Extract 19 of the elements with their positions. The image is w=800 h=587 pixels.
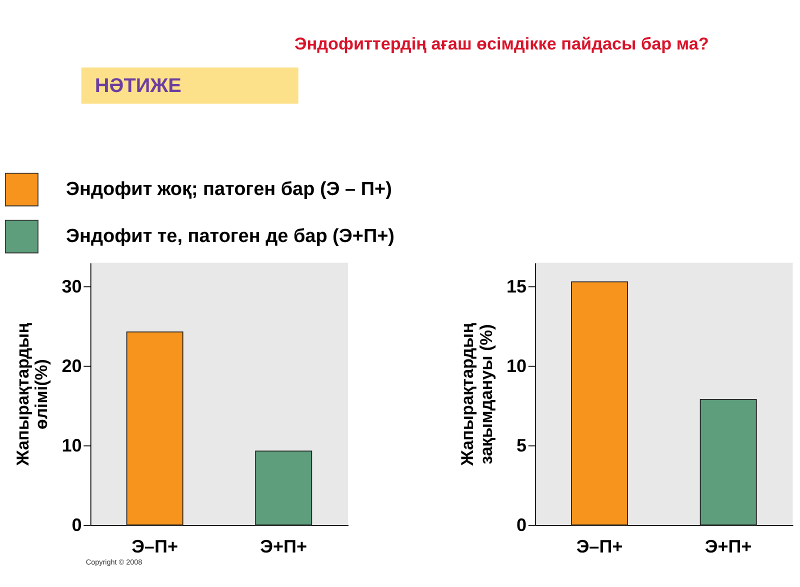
x-tick-label: Э+П+ [260,536,308,557]
y-axis-title: Жапырақтардың зақымдануы (%) [457,322,496,467]
y-tick-label: 0 [516,514,527,535]
y-tick-label: 30 [62,276,82,296]
text: Эндофиттердің ағаш өсімдікке пайдасы бар ма? [294,33,709,54]
y-tick-label: 20 [62,356,82,376]
legend-label: Эндофит жоқ; патоген бар (Э – П+) [66,178,392,200]
legend-label: Эндофит те, патоген де бар (Э+П+) [66,226,394,248]
x-tick-label: Э+П+ [704,536,752,557]
y-tick-label: 10 [506,356,527,376]
x-tick-label: Э–П+ [132,536,178,557]
y-tick-label: 0 [72,514,82,535]
chart-subtitle: НӘТИЖЕ [94,74,182,97]
y-tick-label: 5 [516,435,527,456]
y-tick-label: 10 [62,435,82,456]
y-axis-title: Жапырақтардың өлімі(%) [12,322,52,467]
x-tick-label: Э–П+ [576,536,623,557]
text: Copyright © 2008 [86,558,142,567]
y-tick-label: 15 [506,276,527,296]
